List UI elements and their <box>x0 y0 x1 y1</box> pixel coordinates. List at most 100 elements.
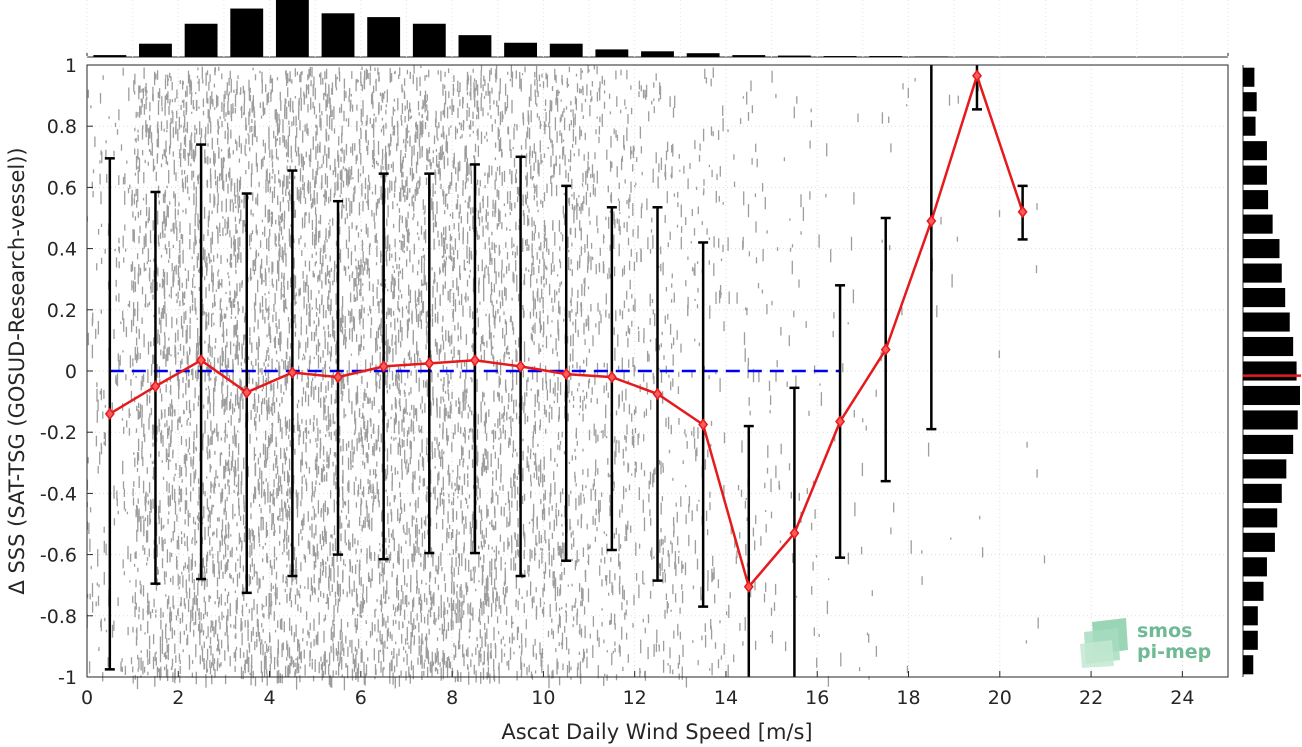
x-tick-label: 24 <box>1170 687 1194 709</box>
top-hist-bar <box>869 56 903 57</box>
top-hist-bar <box>823 56 857 57</box>
x-tick-label: 14 <box>714 687 738 709</box>
data-point <box>652 387 663 401</box>
data-point <box>972 69 982 82</box>
right-hist-bar <box>1243 459 1287 479</box>
top-hist-bar <box>367 17 401 58</box>
x-tick-label: 16 <box>805 687 829 709</box>
right-hist-bar <box>1243 263 1282 283</box>
logo-emblem-icon <box>1080 618 1128 668</box>
right-hist-bar <box>1243 336 1294 357</box>
top-hist-bar <box>595 49 629 57</box>
x-tick-label: 18 <box>896 687 920 709</box>
right-hist-bar <box>1243 214 1273 234</box>
right-hist-bar <box>1243 508 1278 528</box>
y-tick-label: -0.6 <box>40 545 77 567</box>
y-tick-labels: -1 -0.8 -0.6 -0.4 -0.2 0 0.2 0.4 0.6 0.8 1 <box>40 55 77 689</box>
y-tick-label: 0.8 <box>47 116 77 138</box>
right-hist-bar <box>1243 190 1269 210</box>
right-hist-bar <box>1243 67 1255 87</box>
x-tick-label: 4 <box>264 687 276 709</box>
y-tick-label: 0 <box>65 361 77 383</box>
right-hist-bar <box>1243 165 1267 185</box>
right-hist-bar <box>1243 141 1267 161</box>
right-hist-bar <box>1243 483 1282 503</box>
right-hist-bar <box>1243 557 1267 577</box>
y-tick-label: 0.4 <box>47 239 77 261</box>
x-tick-label: 10 <box>531 687 555 709</box>
y-tick-label: -1 <box>58 667 77 689</box>
mean-series <box>104 69 1028 593</box>
x-tick-label: 2 <box>172 687 184 709</box>
right-hist-bar <box>1243 116 1256 136</box>
data-point <box>196 354 207 367</box>
data-point <box>926 214 937 228</box>
top-hist-bar <box>914 56 948 57</box>
right-hist-bar <box>1243 385 1300 406</box>
y-tick-label: 1 <box>65 55 77 77</box>
y-tick-label: 0.6 <box>47 177 77 199</box>
top-histogram <box>86 0 1229 58</box>
right-hist-bar <box>1243 92 1257 112</box>
data-point <box>241 386 252 399</box>
top-hist-bar <box>139 43 172 57</box>
x-tick-label: 22 <box>1079 687 1103 709</box>
top-hist-bar <box>93 55 127 57</box>
right-hist-bar <box>1243 655 1254 675</box>
data-point <box>150 380 161 393</box>
right-hist-bar <box>1243 410 1298 430</box>
data-point <box>104 407 115 421</box>
top-hist-bar <box>777 55 811 57</box>
x-tick-label: 20 <box>988 687 1012 709</box>
right-hist-bar <box>1243 288 1286 308</box>
top-hist-bar <box>549 43 583 57</box>
y-tick-label: 0.2 <box>47 300 77 322</box>
right-hist-bar <box>1243 606 1258 626</box>
smos-pimep-logo: smos pi-mep <box>1080 618 1211 668</box>
svg-text:smos: smos <box>1137 620 1192 642</box>
axes-frame <box>86 64 1229 678</box>
error-bar <box>926 65 937 431</box>
top-hist-bar <box>641 51 674 57</box>
y-axis-label: Δ SSS (SAT-TSG (GOSUD-Research-vessel)) <box>5 147 29 594</box>
x-tick-label: 8 <box>446 687 458 709</box>
data-point <box>515 360 526 373</box>
data-point <box>333 370 343 384</box>
data-point <box>606 370 617 384</box>
right-hist-bar <box>1243 361 1297 381</box>
data-point <box>743 580 754 593</box>
right-hist-bar <box>1243 312 1290 332</box>
x-tick-label: 0 <box>81 687 93 709</box>
data-point <box>698 418 709 431</box>
top-hist-bar <box>321 13 355 58</box>
top-hist-bar <box>275 0 309 57</box>
top-hist-bar <box>458 35 492 57</box>
y-tick-label: -0.2 <box>40 422 77 444</box>
data-point <box>424 357 435 370</box>
right-hist-bar <box>1243 532 1275 552</box>
data-point <box>835 415 846 428</box>
y-tick-label: -0.4 <box>40 483 77 505</box>
data-point <box>561 367 572 381</box>
data-point <box>469 354 480 367</box>
x-tick-label: 12 <box>623 687 647 709</box>
right-hist-bar <box>1243 630 1258 650</box>
data-point <box>789 526 800 540</box>
top-hist-bar <box>504 42 538 57</box>
top-hist-bar <box>412 23 446 57</box>
right-hist-bar <box>1243 581 1264 601</box>
data-point <box>880 343 891 356</box>
data-point <box>378 360 389 373</box>
scatter-cloud <box>86 65 1046 691</box>
right-hist-bar <box>1243 434 1294 454</box>
error-bar <box>743 424 754 677</box>
x-tick-label: 6 <box>355 687 367 709</box>
y-tick-label: -0.8 <box>40 606 77 628</box>
top-hist-bar <box>230 8 264 58</box>
x-tick-labels: 0 2 4 6 8 10 12 14 16 18 20 22 24 <box>81 687 1195 709</box>
right-hist-bar <box>1243 239 1280 259</box>
data-point <box>287 366 298 379</box>
data-point <box>1017 205 1028 219</box>
svg-text:pi-mep: pi-mep <box>1137 641 1211 663</box>
